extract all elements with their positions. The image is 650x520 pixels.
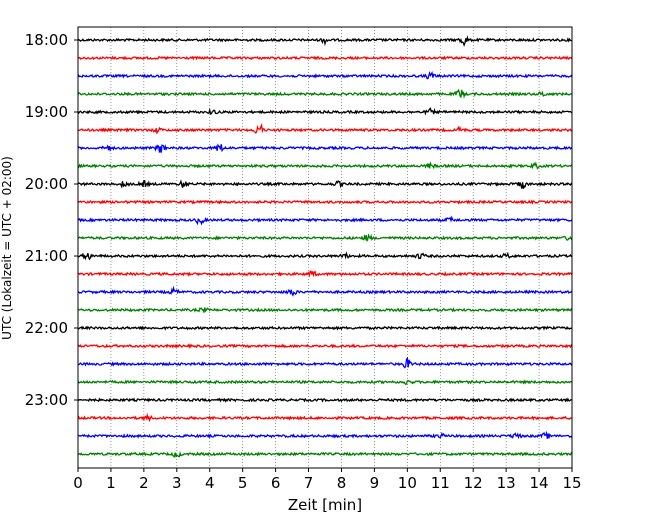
trace-line (77, 270, 573, 278)
x-tick-label: 5 (238, 474, 248, 492)
x-tick-label: 9 (370, 474, 380, 492)
x-tick-label: 4 (205, 474, 215, 492)
x-axis-label: Zeit [min] (288, 496, 362, 514)
trace-line (77, 379, 573, 386)
x-tick-label: 11 (431, 474, 450, 492)
y-axis-ticks: 18:00 19:00 20:00 21:00 22:00 23:00 (25, 31, 78, 409)
y-tick-label: 21:00 (25, 247, 68, 265)
trace-line (77, 215, 573, 226)
x-tick-label: 3 (172, 474, 182, 492)
trace-line (77, 88, 573, 99)
vertical-grid (110, 27, 540, 468)
x-tick-label: 8 (337, 474, 347, 492)
trace-line (77, 55, 573, 61)
trace-line (77, 199, 573, 205)
trace-line (77, 251, 572, 261)
trace-line (77, 161, 573, 170)
trace-line (77, 122, 573, 135)
x-tick-label: 10 (398, 474, 417, 492)
trace-line (77, 450, 573, 458)
plot-frame (77, 26, 573, 469)
trace-line (77, 179, 573, 189)
trace-line (77, 397, 572, 403)
trace-line (77, 356, 573, 369)
trace-line (78, 325, 573, 331)
trace-line (77, 233, 573, 242)
x-tick-label: 15 (562, 474, 581, 492)
trace-line (77, 343, 573, 349)
x-tick-label: 12 (464, 474, 483, 492)
x-tick-label: 2 (139, 474, 149, 492)
trace-line (77, 107, 573, 116)
trace-line (77, 35, 573, 48)
x-tick-label: 0 (73, 474, 83, 492)
x-tick-label: 14 (530, 474, 549, 492)
y-tick-label: 23:00 (25, 391, 68, 409)
trace-group (77, 35, 573, 458)
x-tick-label: 13 (497, 474, 516, 492)
y-tick-label: 19:00 (25, 103, 68, 121)
trace-line (77, 412, 573, 423)
y-tick-label: 18:00 (25, 31, 68, 49)
y-tick-label: 20:00 (25, 175, 68, 193)
trace-line (77, 307, 573, 313)
trace-line (77, 70, 573, 80)
x-tick-label: 6 (271, 474, 281, 492)
y-axis-label: UTC (Lokalzeit = UTC + 02:00) (0, 156, 14, 340)
y-tick-label: 22:00 (25, 319, 68, 337)
trace-line (78, 430, 573, 440)
x-tick-label: 1 (106, 474, 116, 492)
x-tick-label: 7 (304, 474, 314, 492)
trace-line (77, 285, 573, 297)
trace-line (77, 143, 573, 153)
x-axis-ticks: 0 1 2 3 4 5 6 7 8 9 10 11 12 13 14 15 (73, 468, 582, 492)
